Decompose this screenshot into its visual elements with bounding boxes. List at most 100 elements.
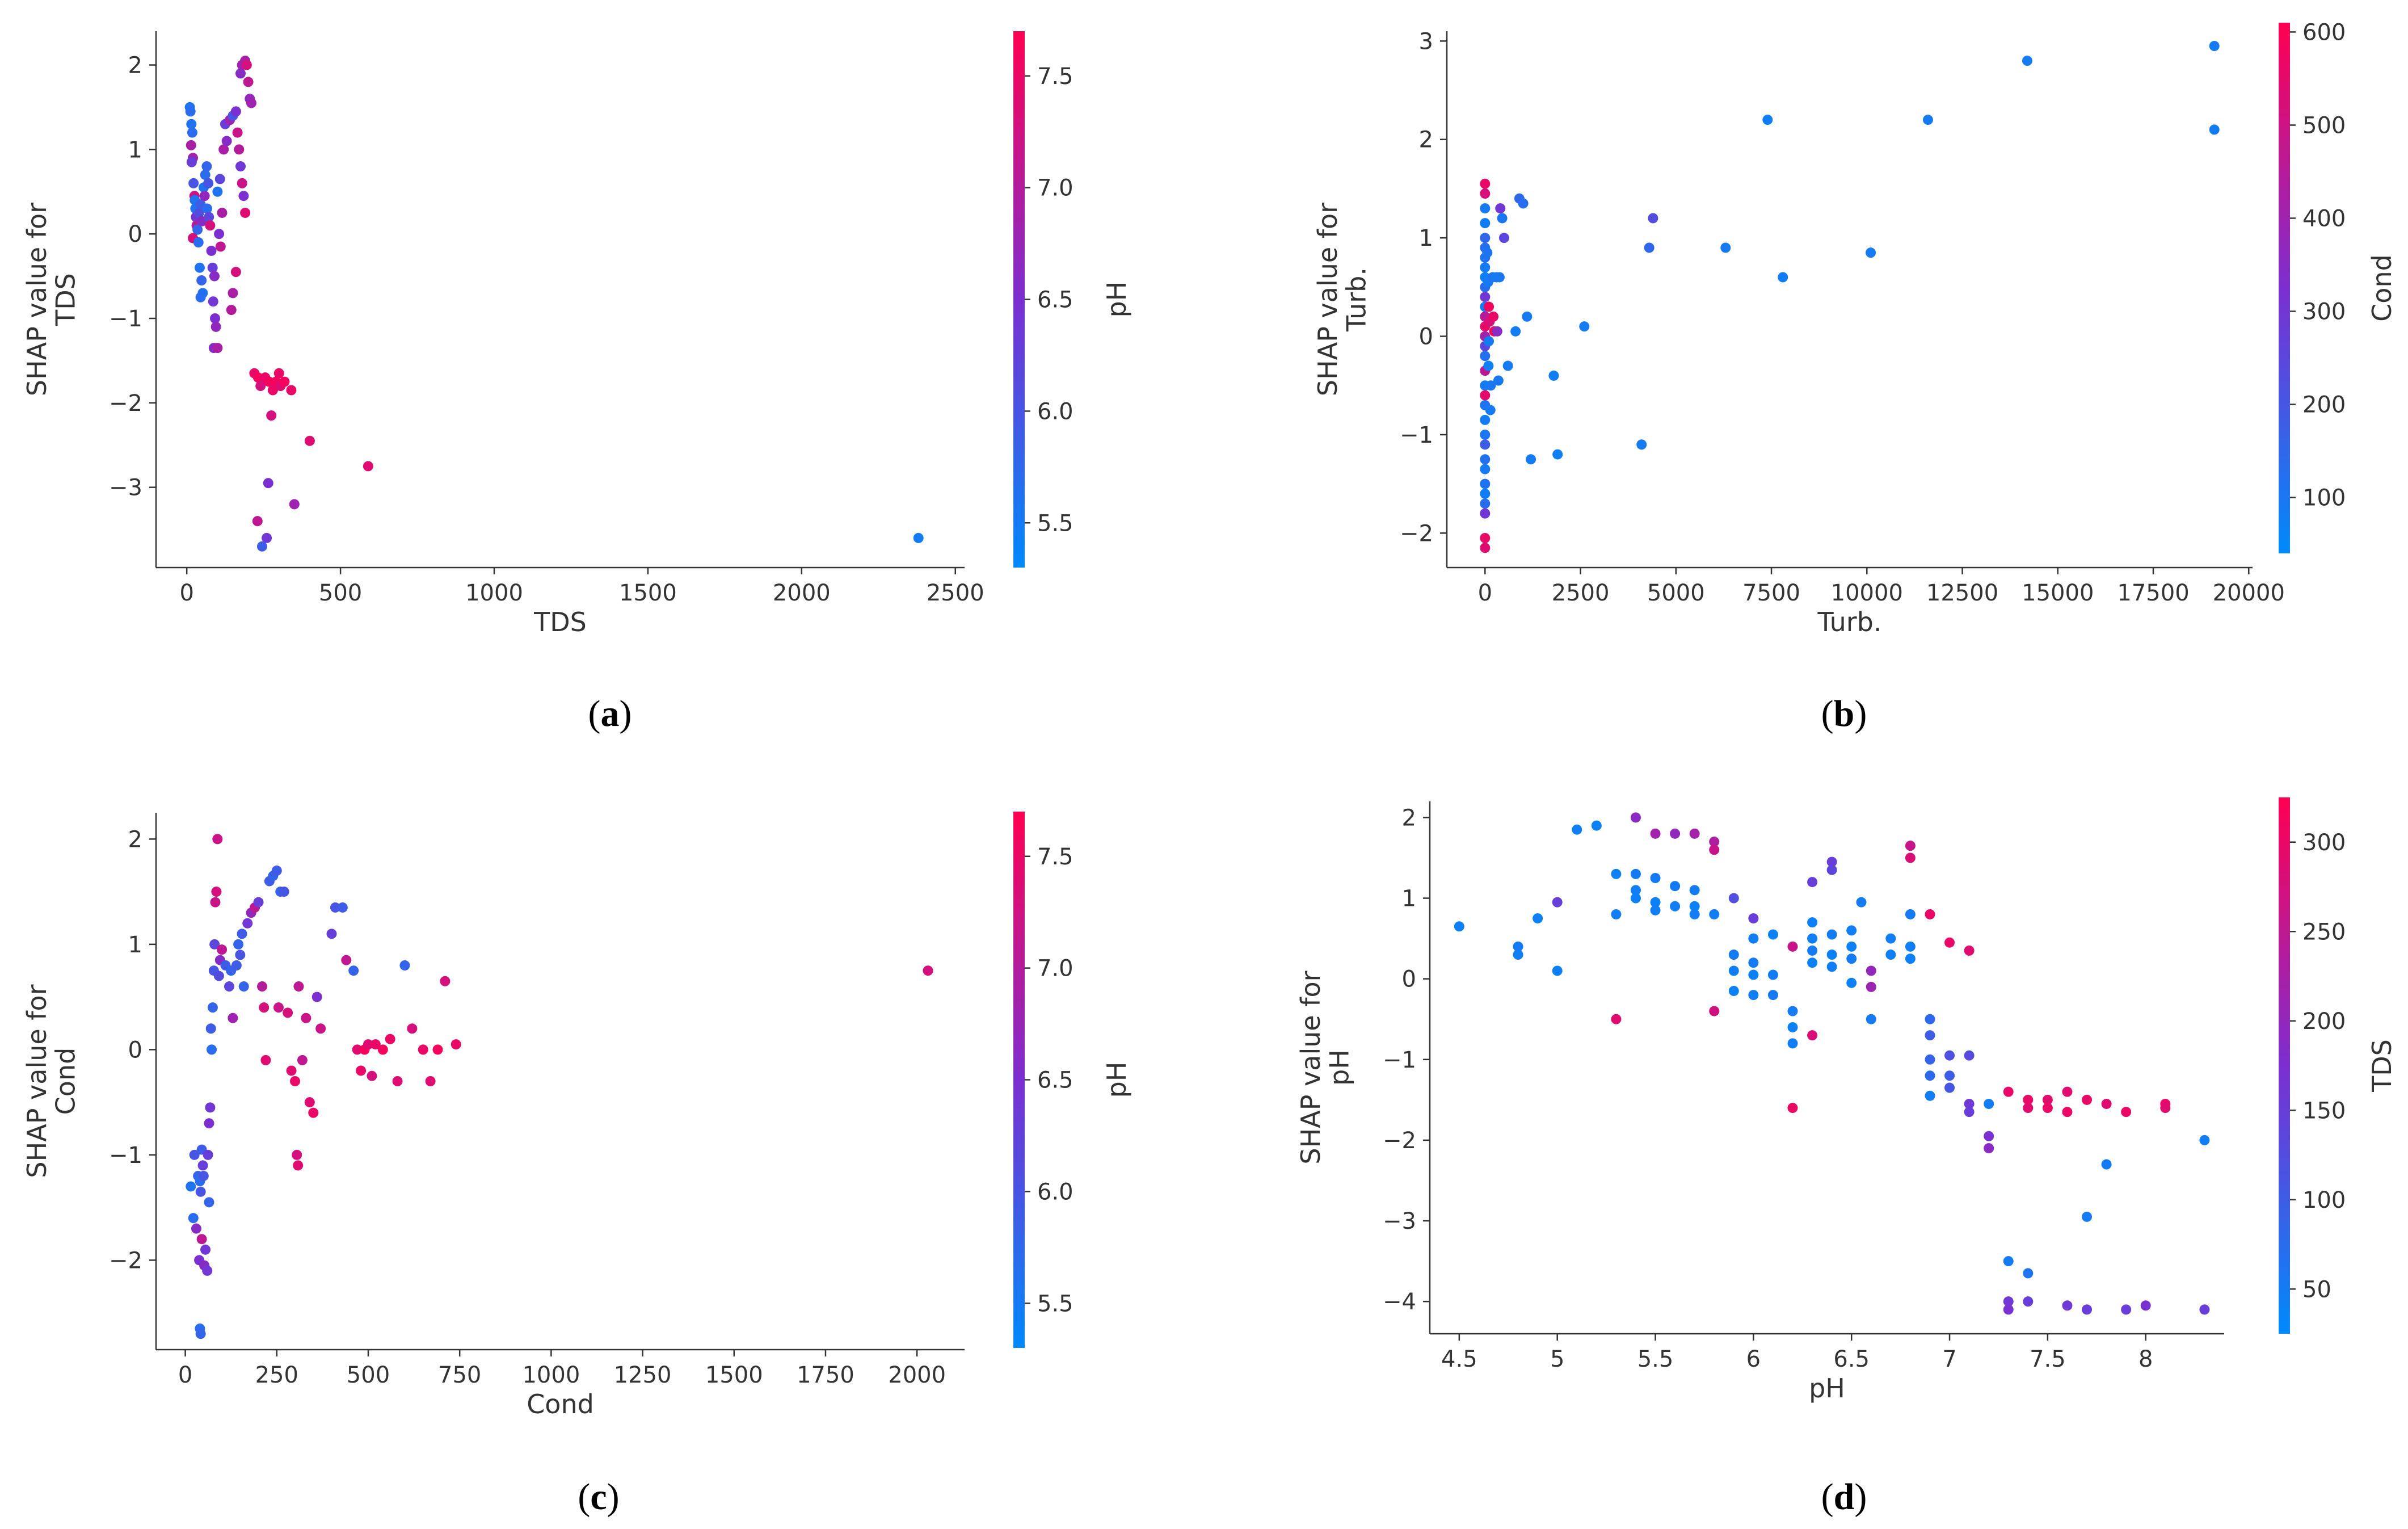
scatter-point — [363, 461, 373, 472]
y-tick-label: 2 — [1419, 127, 1433, 153]
colorbar — [2279, 797, 2290, 1334]
x-tick-label: 1250 — [614, 1362, 672, 1388]
scatter-point — [1905, 852, 1916, 863]
caption-b-letter: b — [1833, 693, 1855, 734]
x-tick-label: 2000 — [888, 1362, 946, 1388]
scatter-point — [279, 376, 290, 387]
scatter-point — [1807, 933, 1818, 944]
scatter-point — [1670, 901, 1681, 911]
scatter-point — [341, 955, 352, 965]
caption-b-open: ( — [1821, 693, 1834, 734]
scatter-point — [1709, 845, 1720, 855]
scatter-point — [330, 902, 340, 913]
scatter-point — [1885, 950, 1896, 960]
scatter-point — [377, 1044, 388, 1055]
scatter-point — [201, 161, 212, 172]
colorbar-tick-label: 250 — [2302, 919, 2346, 945]
scatter-point — [1856, 897, 1867, 908]
caption-c: (c) — [513, 1476, 684, 1519]
scatter-point — [1480, 203, 1491, 214]
scatter-point — [356, 1065, 367, 1076]
x-tick-label: 5000 — [1647, 580, 1705, 606]
scatter-point — [273, 1002, 284, 1013]
scatter-point — [279, 887, 289, 897]
colorbar-tick-label: 6.0 — [1037, 1179, 1074, 1205]
scatter-point — [256, 541, 267, 552]
caption-b: (b) — [1759, 692, 1929, 736]
colorbar-title: Cond — [2367, 254, 2397, 322]
scatter-point — [200, 169, 211, 180]
caption-c-close: ) — [607, 1476, 620, 1518]
scatter-point — [1846, 977, 1857, 988]
x-tick-label: 500 — [347, 1362, 390, 1388]
colorbar-tick-label: 5.5 — [1037, 510, 1074, 536]
scatter-point — [1493, 375, 1504, 386]
scatter-point — [1552, 897, 1563, 908]
scatter-point — [290, 1076, 301, 1086]
scatter-point — [1492, 326, 1502, 337]
caption-c-letter: c — [590, 1476, 607, 1518]
scatter-point — [1522, 311, 1533, 322]
scatter-point — [240, 207, 251, 218]
x-tick-label: 8 — [2138, 1346, 2153, 1372]
scatter-point — [243, 77, 254, 87]
scatter-point — [1767, 969, 1778, 980]
x-tick-label: 1500 — [705, 1362, 763, 1388]
y-tick-label: 0 — [1402, 967, 1416, 993]
scatter-point — [1866, 247, 1876, 258]
scatter-point — [1925, 1014, 1935, 1024]
scatter-point — [399, 960, 410, 971]
scatter-point — [2042, 1103, 2053, 1114]
scatter-point — [1922, 115, 1933, 125]
chart-svg-c: 0 250 500 750 1000 1250 1500 1750 2000 −2 −1 0 1 2 Con… — [22, 812, 1132, 1419]
scatter-point — [1480, 478, 1491, 489]
scatter-point — [1495, 203, 1506, 214]
scatter-point — [1905, 941, 1916, 952]
scatter-point — [205, 1102, 216, 1113]
scatter-point — [2082, 1304, 2093, 1315]
scatter-point — [293, 1160, 304, 1171]
scatter-point — [1480, 390, 1491, 401]
scatter-points-c — [186, 834, 933, 1339]
x-tick-label: 0 — [1478, 580, 1492, 606]
scatter-point — [1494, 272, 1505, 283]
scatter-point — [2160, 1103, 2171, 1114]
chart-panel-d: 4.5 5 5.5 6 6.5 7 7.5 8 −4 −3 −2 −1 0 1 2 pH SHAP value … — [1248, 783, 2408, 1453]
scatter-point — [228, 1013, 238, 1023]
x-tick-label: 1750 — [797, 1362, 854, 1388]
scatter-point — [1630, 812, 1641, 823]
scatter-point — [1787, 1006, 1798, 1016]
x-tick-label: 5.5 — [1637, 1346, 1674, 1372]
scatter-point — [1846, 941, 1857, 952]
scatter-point — [1480, 292, 1491, 303]
scatter-point — [1480, 262, 1491, 273]
scatter-point — [193, 237, 204, 248]
scatter-point — [252, 372, 263, 383]
colorbar-tick-label: 300 — [2302, 299, 2346, 325]
colorbar-title: TDS — [2367, 1039, 2397, 1093]
scatter-point — [213, 971, 224, 981]
scatter-point — [263, 478, 273, 489]
scatter-point — [1513, 941, 1523, 952]
scatter-point — [1650, 905, 1661, 915]
caption-d-open: ( — [1821, 1476, 1834, 1518]
scatter-point — [1905, 909, 1916, 919]
x-axis-title: Cond — [527, 1389, 594, 1419]
x-tick-label: 6 — [1746, 1346, 1761, 1372]
scatter-point — [230, 267, 241, 278]
scatter-point — [1518, 198, 1529, 209]
scatter-point — [1826, 864, 1837, 875]
scatter-point — [198, 1170, 209, 1181]
scatter-point — [2003, 1086, 2014, 1097]
scatter-point — [1748, 913, 1759, 924]
scatter-point — [231, 960, 242, 971]
scatter-point — [228, 288, 238, 299]
colorbar-tick-label: 100 — [2302, 1187, 2346, 1213]
scatter-point — [205, 220, 216, 231]
chart-svg-b: 0 2500 5000 7500 10000 12500 15000 17500 20000−2… — [1312, 19, 2397, 637]
colorbar — [1013, 812, 1025, 1348]
scatter-point — [337, 902, 348, 913]
caption-d-close: ) — [1854, 1476, 1867, 1518]
scatter-point — [1548, 370, 1559, 381]
scatter-point — [418, 1044, 428, 1055]
